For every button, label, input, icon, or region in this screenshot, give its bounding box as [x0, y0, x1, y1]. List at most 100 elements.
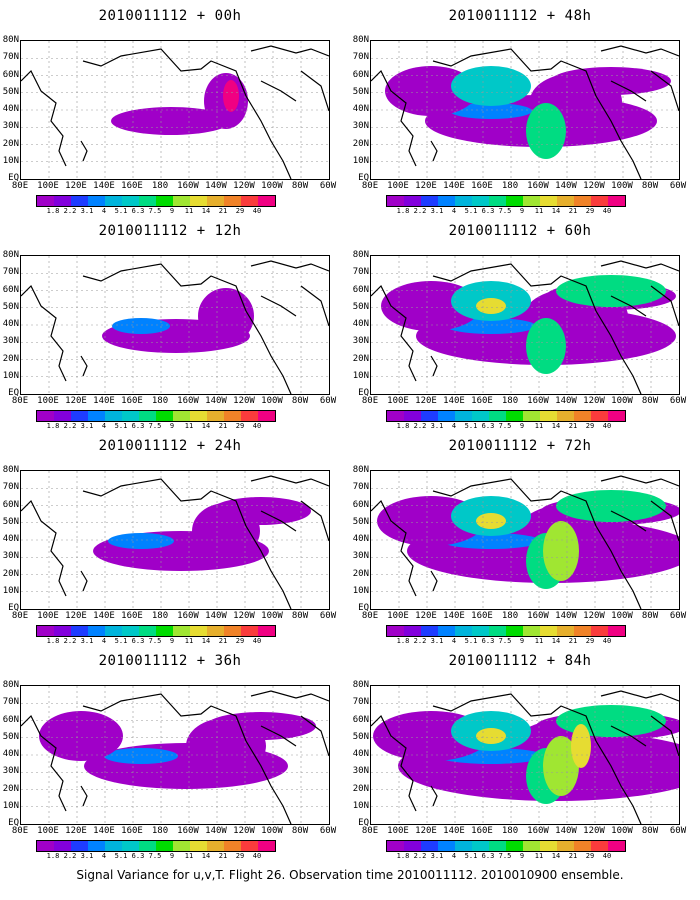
colorbar-swatch: [122, 196, 139, 206]
colorbar-swatch: [489, 841, 506, 851]
colorbar-swatch: [156, 196, 173, 206]
lon-label: 160W: [527, 611, 549, 621]
colorbar-label: 14: [551, 852, 561, 860]
lon-label: 100W: [611, 826, 633, 836]
colorbar-swatch: [404, 626, 421, 636]
lon-label: 180: [501, 396, 519, 406]
variance-region: [39, 711, 123, 761]
panel-title: 2010011112 + 12h: [98, 223, 242, 239]
coastline: [600, 690, 679, 757]
lon-label: 160W: [177, 396, 199, 406]
variance-region: [556, 275, 666, 307]
colorbar-label: 2.2: [413, 207, 427, 215]
map-panel: 2010011112 + 72h 80N 70N 60N 50N 40N 30N 20N 10N…: [350, 430, 690, 645]
colorbar-label: 2.2: [413, 637, 427, 645]
colorbar-swatch: [37, 411, 54, 421]
lon-label: 80W: [291, 611, 309, 621]
lat-label: 60N: [352, 714, 369, 725]
lat-label: 40N: [352, 104, 369, 114]
colorbar-label: 9: [519, 422, 525, 430]
colorbar-swatch: [421, 411, 438, 421]
lon-label: 160W: [527, 826, 549, 836]
colorbar-swatch: [258, 626, 275, 636]
coastline: [250, 45, 329, 112]
lat-label: 30N: [352, 336, 369, 347]
colorbar-swatch: [387, 411, 404, 421]
lat-label: EQ: [358, 173, 369, 183]
lon-label: 80E: [11, 611, 29, 621]
colorbar-label: 9: [519, 207, 525, 215]
colorbar-label: 29: [235, 852, 245, 860]
lon-label: 140E: [93, 611, 115, 621]
coastline: [430, 355, 438, 377]
colorbar-swatch: [608, 196, 625, 206]
lat-label: 50N: [352, 301, 369, 312]
panel-title: 2010011112 + 84h: [448, 653, 592, 669]
lat-label: 70N: [352, 52, 369, 63]
colorbar-label: 9: [169, 852, 175, 860]
lon-label: 140W: [555, 826, 577, 836]
lon-label: 120E: [65, 611, 87, 621]
lat-label: 10N: [352, 585, 369, 596]
panel-title: 2010011112 + 00h: [98, 8, 242, 24]
colorbar-swatch: [421, 626, 438, 636]
lat-label: 80N: [352, 35, 369, 45]
colorbar-swatch: [455, 411, 472, 421]
colorbar-swatch: [506, 411, 523, 421]
colorbar-swatch: [105, 411, 122, 421]
colorbar-label: 2.2: [63, 637, 77, 645]
lat-label: 60N: [352, 284, 369, 295]
lon-label: 80E: [361, 611, 379, 621]
colorbar: [36, 840, 276, 852]
colorbar-label: 7.5: [498, 852, 512, 860]
coastline: [260, 295, 297, 317]
colorbar-swatch: [54, 841, 71, 851]
coastline: [80, 785, 88, 807]
colorbar-swatch: [591, 841, 608, 851]
coastline: [371, 284, 417, 382]
colorbar-swatch: [207, 626, 224, 636]
coastline: [250, 690, 329, 757]
map-panel: 2010011112 + 36h 80N 70N 60N 50N 40N 30N 20N 10N…: [0, 645, 340, 860]
lat-label: 60N: [2, 69, 19, 80]
coastline: [610, 80, 647, 102]
variance-region: [111, 107, 231, 135]
colorbar-swatch: [139, 626, 156, 636]
lat-label: 50N: [2, 301, 19, 312]
colorbar-swatch: [173, 626, 190, 636]
map-svg: [21, 471, 329, 609]
colorbar-label: 5.1: [464, 852, 478, 860]
colorbar-swatch: [540, 626, 557, 636]
lon-label: 80E: [361, 181, 379, 191]
map-area: [370, 685, 680, 825]
colorbar-label: 29: [235, 637, 245, 645]
panel-title: 2010011112 + 48h: [448, 8, 592, 24]
lat-label: 80N: [352, 465, 369, 475]
lon-label: 120W: [233, 396, 255, 406]
map-svg: [371, 471, 679, 609]
colorbar-swatch: [574, 411, 591, 421]
lon-label: 140W: [205, 826, 227, 836]
lon-label: 140W: [555, 396, 577, 406]
colorbar: [386, 410, 626, 422]
coastline: [80, 355, 88, 377]
colorbar: [386, 625, 626, 637]
colorbar-swatch: [139, 841, 156, 851]
colorbar-swatch: [608, 411, 625, 421]
variance-region: [571, 724, 591, 768]
coastline: [600, 260, 679, 327]
colorbar-swatch: [173, 411, 190, 421]
lon-label: 60W: [319, 826, 337, 836]
colorbar-label: 4: [101, 207, 107, 215]
lat-label: 30N: [352, 121, 369, 132]
map-area: [20, 40, 330, 180]
lon-label: 120W: [583, 826, 605, 836]
colorbar-label: 6.3: [131, 637, 145, 645]
map-svg: [371, 41, 679, 179]
lat-label: 30N: [2, 551, 19, 562]
colorbar-label: 21: [218, 852, 228, 860]
colorbar-swatch: [608, 626, 625, 636]
colorbar-label: 1.8: [46, 207, 60, 215]
lon-label: 80W: [641, 181, 659, 191]
map-area: [20, 255, 330, 395]
